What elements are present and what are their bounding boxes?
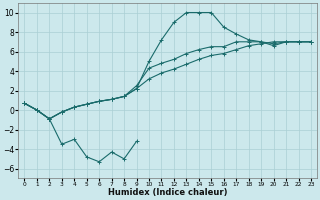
X-axis label: Humidex (Indice chaleur): Humidex (Indice chaleur) [108, 188, 228, 197]
